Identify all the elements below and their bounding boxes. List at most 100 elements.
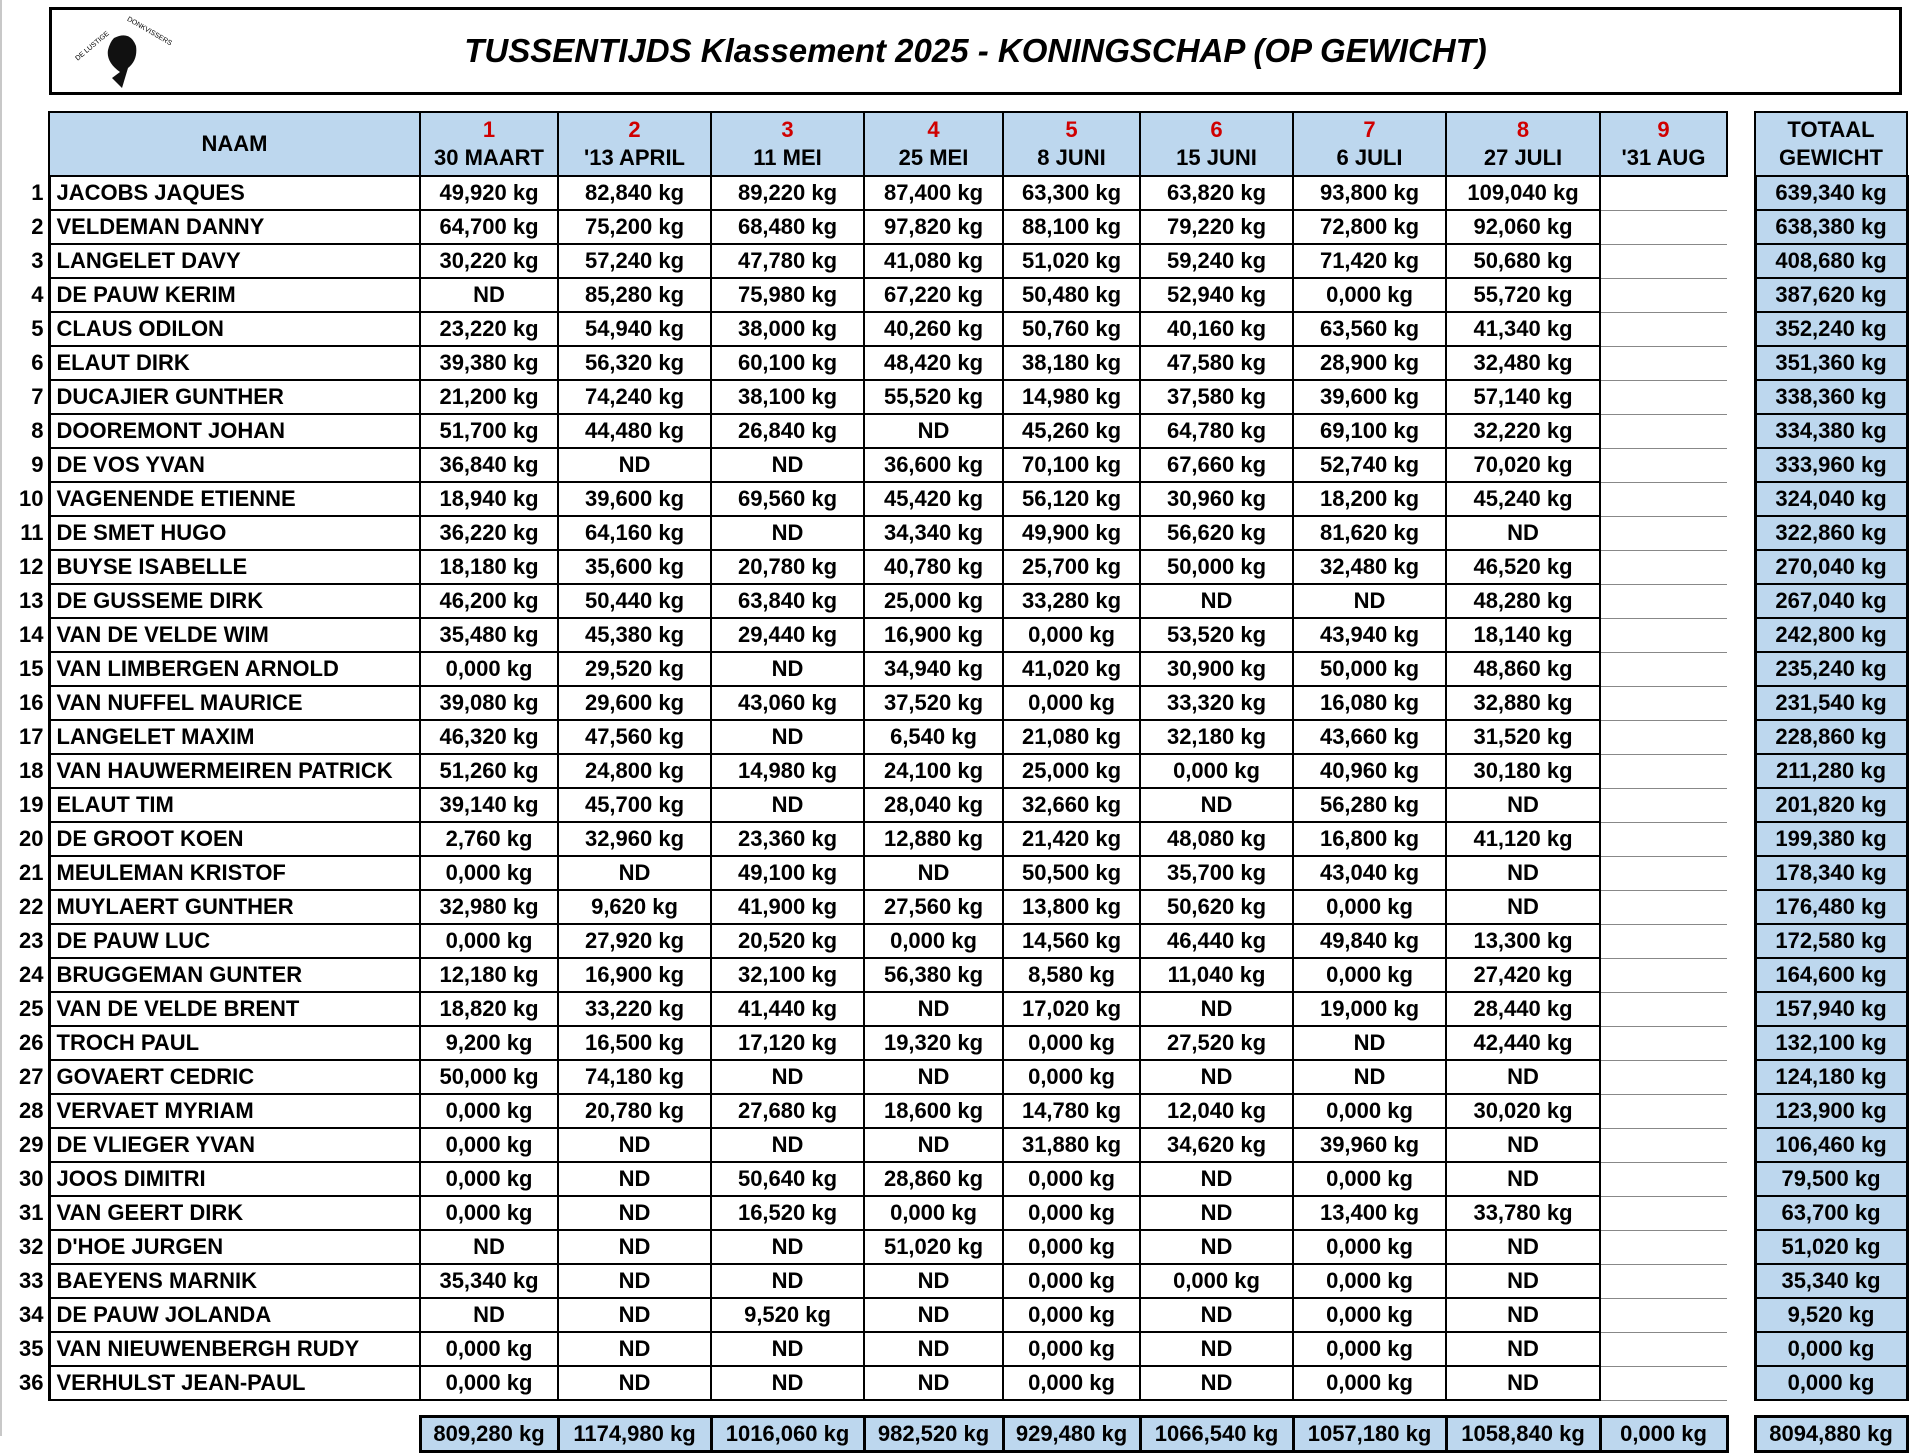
round-8-cell: 55,720 kg xyxy=(1445,277,1601,313)
column-gap xyxy=(1727,176,1755,210)
round-7-cell: 39,960 kg xyxy=(1292,1127,1447,1163)
round-3-cell: 75,980 kg xyxy=(710,277,865,313)
round-9-cell xyxy=(1599,277,1727,313)
rank-cell: 9 xyxy=(31,452,44,477)
round-7-cell: 0,000 kg xyxy=(1292,1297,1447,1333)
round-5-cell: 51,020 kg xyxy=(1002,243,1141,279)
round-3-cell: 17,120 kg xyxy=(710,1025,865,1061)
column-gap xyxy=(1727,414,1755,448)
rank-cell: 22 xyxy=(19,894,44,919)
column-gap xyxy=(1727,1162,1755,1196)
name-cell: TROCH PAUL xyxy=(47,1025,421,1061)
round-6-cell: 0,000 kg xyxy=(1139,753,1294,789)
round-2-cell: 29,520 kg xyxy=(557,651,712,687)
name-cell: VAN GEERT DIRK xyxy=(47,1195,421,1231)
header-round-4: 4 25 MEI xyxy=(863,111,1004,177)
round-5-total: 929,480 kg xyxy=(1001,1415,1142,1453)
round-9-cell xyxy=(1599,855,1727,891)
rank-cell: 1 xyxy=(31,180,44,205)
round-2-cell: 50,440 kg xyxy=(557,583,712,619)
table-row: 33 BAEYENS MARNIK 35,340 kg ND ND ND 0,000 kg 0… xyxy=(18,1263,1909,1299)
round-7-cell: 0,000 kg xyxy=(1292,957,1447,993)
total-cell: 63,700 kg xyxy=(1753,1195,1909,1231)
round-3-cell: 16,520 kg xyxy=(710,1195,865,1231)
round-5-cell: 0,000 kg xyxy=(1002,1263,1141,1299)
round-8-cell: ND xyxy=(1445,1059,1601,1095)
round-date: '13 APRIL xyxy=(584,145,685,170)
column-gap xyxy=(1727,482,1755,516)
round-8-cell: 13,300 kg xyxy=(1445,923,1601,959)
table-row: 9 DE VOS YVAN 36,840 kg ND ND 36,600 kg 70,100… xyxy=(18,447,1909,483)
round-4-cell: 28,040 kg xyxy=(863,787,1004,823)
rank-cell: 21 xyxy=(19,860,44,885)
total-cell: 387,620 kg xyxy=(1753,277,1909,313)
rank-cell: 12 xyxy=(19,554,44,579)
name-cell: ELAUT DIRK xyxy=(47,345,421,381)
spacer-cell xyxy=(1293,1400,1446,1417)
round-2-cell: 74,180 kg xyxy=(557,1059,712,1095)
round-6-cell: 50,620 kg xyxy=(1139,889,1294,925)
round-2-cell: ND xyxy=(557,447,712,483)
round-1-cell: 12,180 kg xyxy=(419,957,559,993)
name-cell: DOOREMONT JOHAN xyxy=(47,413,421,449)
name-cell: CLAUS ODILON xyxy=(47,311,421,347)
round-2-cell: 35,600 kg xyxy=(557,549,712,585)
round-6-cell: 64,780 kg xyxy=(1139,413,1294,449)
round-3-cell: 89,220 kg xyxy=(710,175,865,211)
rank-cell: 7 xyxy=(31,384,44,409)
table-row: 36 VERHULST JEAN-PAUL 0,000 kg ND ND ND 0,000 … xyxy=(18,1365,1909,1401)
round-5-cell: 13,800 kg xyxy=(1002,889,1141,925)
round-4-cell: 36,600 kg xyxy=(863,447,1004,483)
round-9-cell xyxy=(1599,787,1727,823)
rank-cell: 17 xyxy=(19,724,44,749)
round-1-cell: 0,000 kg xyxy=(419,1161,559,1197)
round-8-cell: 92,060 kg xyxy=(1445,209,1601,245)
round-8-cell: ND xyxy=(1445,1229,1601,1265)
round-number: 2 xyxy=(628,117,641,142)
table-row: 29 DE VLIEGER YVAN 0,000 kg ND ND ND 31,880 kg… xyxy=(18,1127,1909,1163)
round-7-cell: 0,000 kg xyxy=(1292,1161,1447,1197)
round-4-cell: 41,080 kg xyxy=(863,243,1004,279)
round-number: 3 xyxy=(781,117,794,142)
column-gap xyxy=(1727,822,1755,856)
column-gap xyxy=(1727,210,1755,244)
round-5-cell: 38,180 kg xyxy=(1002,345,1141,381)
round-2-cell: 39,600 kg xyxy=(557,481,712,517)
round-7-cell: 40,960 kg xyxy=(1292,753,1447,789)
round-4-cell: 48,420 kg xyxy=(863,345,1004,381)
round-6-cell: ND xyxy=(1139,1195,1294,1231)
round-5-cell: 21,420 kg xyxy=(1002,821,1141,857)
standings-table: NAAM 1 30 MAART 2 '13 APRIL 3 11 MEI 4 25 MEI 5 8… xyxy=(18,111,1909,1453)
round-1-cell: 18,940 kg xyxy=(419,481,559,517)
name-cell: VERHULST JEAN-PAUL xyxy=(47,1365,421,1401)
round-1-cell: 21,200 kg xyxy=(419,379,559,415)
round-3-cell: ND xyxy=(710,515,865,551)
column-gap xyxy=(1727,346,1755,380)
round-7-cell: 50,000 kg xyxy=(1292,651,1447,687)
name-cell: VERVAET MYRIAM xyxy=(47,1093,421,1129)
name-cell: BAEYENS MARNIK xyxy=(47,1263,421,1299)
round-4-cell: ND xyxy=(863,413,1004,449)
total-cell: 352,240 kg xyxy=(1753,311,1909,347)
round-7-cell: 69,100 kg xyxy=(1292,413,1447,449)
name-cell: VELDEMAN DANNY xyxy=(47,209,421,245)
round-8-cell: 30,180 kg xyxy=(1445,753,1601,789)
total-cell: 178,340 kg xyxy=(1753,855,1909,891)
column-gap xyxy=(1727,1196,1755,1230)
rank-cell: 23 xyxy=(19,928,44,953)
round-9-cell xyxy=(1599,209,1727,245)
round-5-cell: 14,780 kg xyxy=(1002,1093,1141,1129)
name-cell: JOOS DIMITRI xyxy=(47,1161,421,1197)
round-5-cell: 0,000 kg xyxy=(1002,1365,1141,1401)
round-6-cell: ND xyxy=(1139,787,1294,823)
round-9-cell xyxy=(1599,1365,1727,1401)
round-1-cell: 39,080 kg xyxy=(419,685,559,721)
name-cell: VAN DE VELDE WIM xyxy=(47,617,421,653)
round-3-cell: 29,440 kg xyxy=(710,617,865,653)
round-6-cell: ND xyxy=(1139,1161,1294,1197)
name-cell: GOVAERT CEDRIC xyxy=(47,1059,421,1095)
round-4-cell: 24,100 kg xyxy=(863,753,1004,789)
name-cell: DE VOS YVAN xyxy=(47,447,421,483)
rank-cell: 16 xyxy=(19,690,44,715)
total-cell: 0,000 kg xyxy=(1753,1331,1909,1367)
